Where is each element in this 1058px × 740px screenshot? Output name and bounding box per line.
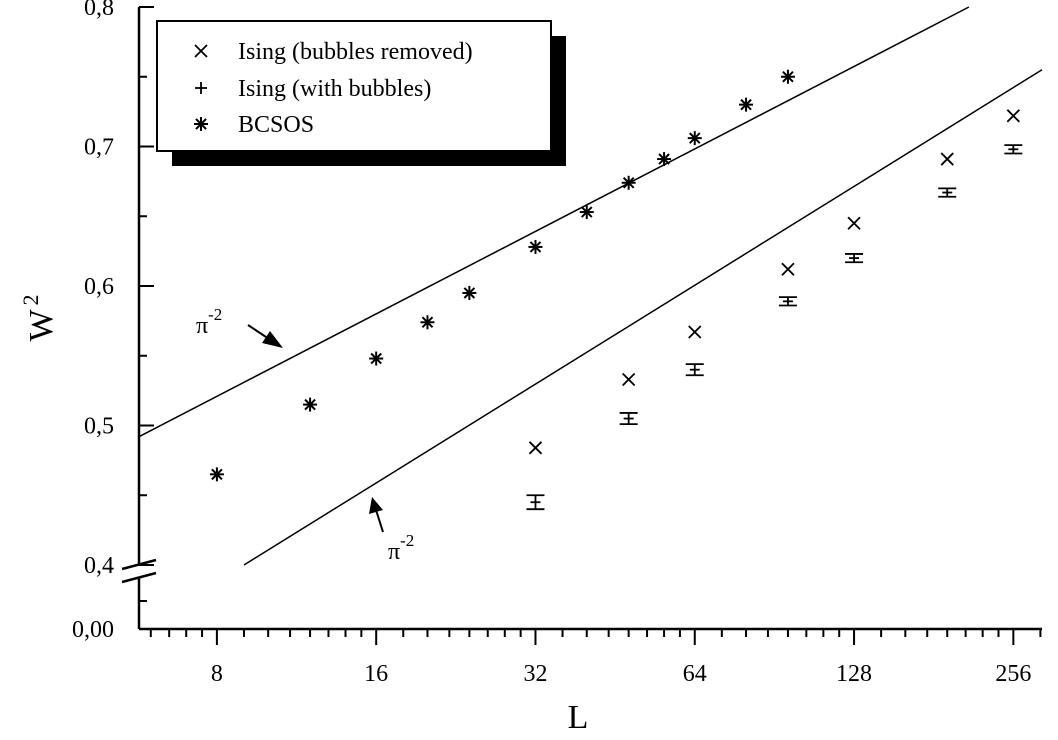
annotation-arrowhead-lower xyxy=(369,497,383,514)
point-bcsos xyxy=(687,131,702,146)
point-ising-with-bubbles xyxy=(1004,144,1023,155)
point-ising-bubbles-removed xyxy=(1006,109,1020,123)
point-ising-with-bubbles xyxy=(526,494,545,511)
legend-label-ising-with-bubbles: Ising (with bubbles) xyxy=(238,76,431,102)
point-bcsos xyxy=(462,285,477,300)
x-tick-label: 16 xyxy=(364,661,388,687)
point-bcsos xyxy=(209,467,224,482)
legend: Ising (bubbles removed) Ising (with bubb… xyxy=(156,20,566,166)
marker-stroke xyxy=(689,132,701,144)
marker-stroke xyxy=(211,468,223,481)
marker-stroke xyxy=(194,44,208,58)
marker-stroke xyxy=(195,118,207,130)
point-ising-with-bubbles xyxy=(619,412,638,426)
marker-stroke xyxy=(529,241,542,253)
marker-stroke xyxy=(940,152,954,166)
legend-box xyxy=(156,20,552,152)
point-ising-bubbles-removed xyxy=(847,216,861,230)
marker-stroke xyxy=(782,71,794,83)
point-bcsos xyxy=(621,175,636,190)
x-tick-label: 32 xyxy=(523,661,547,687)
legend-marker-plus xyxy=(195,82,207,94)
reference-line-annotation-lower: π-2 xyxy=(369,497,414,565)
point-ising-bubbles-removed xyxy=(688,325,702,339)
marker-stroke xyxy=(421,316,434,329)
y-tick-label: 0,7 xyxy=(84,135,114,161)
point-ising-with-bubbles xyxy=(685,363,704,377)
y-tick-label: 0,4 xyxy=(84,553,114,579)
marker-stroke xyxy=(740,98,752,111)
marker-stroke xyxy=(688,325,702,339)
annotation-arrowhead-upper xyxy=(262,331,283,348)
x-tick-label: 64 xyxy=(683,661,707,687)
exponent: -2 xyxy=(400,531,414,550)
x-tick-label: 128 xyxy=(836,661,872,687)
legend-label-bcsos: BCSOS xyxy=(238,112,314,138)
legend-marker-asterisk xyxy=(194,117,208,131)
origin-tick-label: 0,00 xyxy=(72,617,114,643)
data-points xyxy=(209,69,1023,511)
point-ising-with-bubbles xyxy=(938,187,957,198)
point-bcsos xyxy=(579,205,594,220)
marker-stroke xyxy=(463,287,476,299)
x-tick-label: 8 xyxy=(211,661,223,687)
y-tick-label: 0,8 xyxy=(84,0,114,21)
point-ising-with-bubbles xyxy=(778,296,797,307)
pi-symbol: π xyxy=(388,539,400,565)
y-tick-label: 0,6 xyxy=(84,274,114,300)
marker-stroke xyxy=(1006,109,1020,123)
annotation-arrow-shaft-lower xyxy=(375,509,384,533)
point-ising-bubbles-removed xyxy=(781,262,795,276)
pi-symbol: π xyxy=(196,313,208,339)
point-bcsos xyxy=(528,239,543,254)
reference-lines xyxy=(138,6,1043,566)
point-ising-with-bubbles xyxy=(845,253,864,264)
reference-line-1 xyxy=(138,6,970,438)
point-ising-bubbles-removed xyxy=(940,152,954,166)
reference-line-annotation-upper: π-2 xyxy=(196,305,283,348)
marker-stroke xyxy=(658,153,670,165)
x-axis-label: L xyxy=(568,699,589,736)
point-ising-bubbles-removed xyxy=(622,372,636,387)
reference-line-2 xyxy=(243,69,1043,566)
point-bcsos xyxy=(420,315,435,330)
y-ticks: 0,4 0,5 0,6 0,7 0,8 xyxy=(84,0,154,602)
marker-stroke xyxy=(622,372,636,387)
exponent: -2 xyxy=(208,305,222,324)
point-bcsos xyxy=(657,152,672,167)
point-ising-bubbles-removed xyxy=(528,441,543,455)
point-bcsos xyxy=(369,351,384,366)
legend-marker-x xyxy=(194,44,208,58)
reference-line-label-upper: π-2 xyxy=(196,305,222,339)
point-bcsos xyxy=(780,69,795,84)
y-axis-label-main: W xyxy=(23,309,60,342)
marker-stroke xyxy=(581,206,593,218)
x-ticks: 8 16 32 64 128 256 xyxy=(149,629,1042,687)
marker-stroke xyxy=(528,441,543,455)
point-bcsos xyxy=(303,397,318,412)
reference-line-label-lower: π-2 xyxy=(388,531,414,565)
y-axis-label-sup: 2 xyxy=(18,294,43,305)
marker-stroke xyxy=(781,262,795,276)
point-bcsos xyxy=(739,97,754,112)
axis-break-mark-lower xyxy=(121,571,157,584)
marker-stroke xyxy=(622,177,635,189)
marker-stroke xyxy=(847,216,861,230)
y-tick-label: 0,5 xyxy=(84,414,114,440)
marker-stroke xyxy=(304,398,316,411)
marker-stroke xyxy=(370,352,382,365)
x-tick-label: 256 xyxy=(995,661,1031,687)
legend-label-ising-bubbles-removed: Ising (bubbles removed) xyxy=(238,39,473,65)
y-axis-label: W2 xyxy=(18,294,60,341)
legend-markers xyxy=(194,44,208,131)
